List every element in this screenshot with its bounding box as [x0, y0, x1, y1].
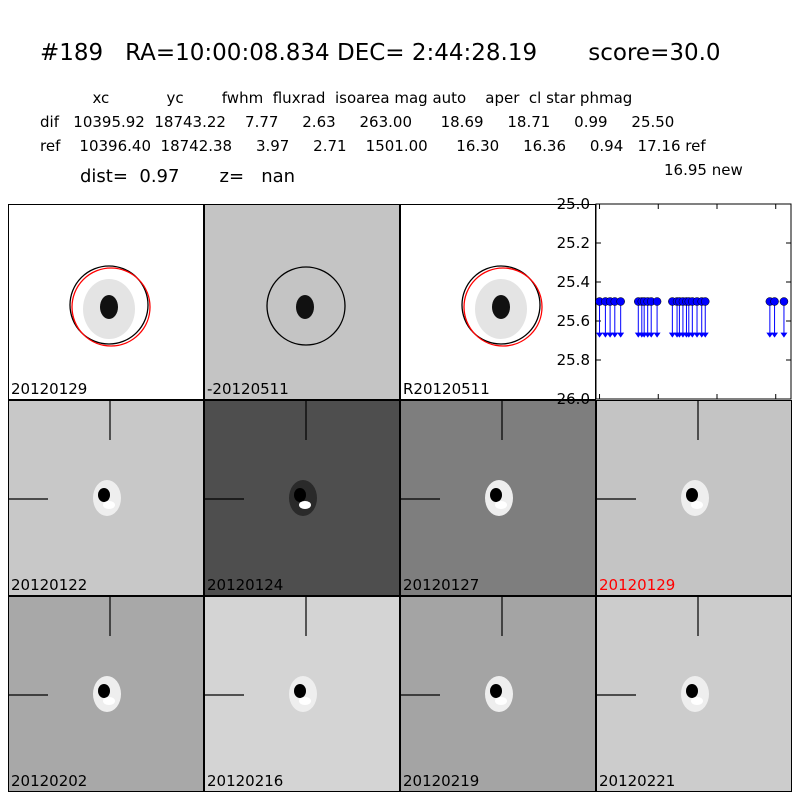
stamp-panel: 20120219: [400, 596, 596, 792]
upper-limit-arrow: [780, 332, 788, 338]
upper-limit-arrow: [611, 332, 619, 338]
stamp-panel: 20120129: [8, 204, 204, 400]
upper-limit-arrow: [766, 332, 774, 338]
upper-limit-arrow: [606, 332, 614, 338]
aperture-circle: [461, 265, 541, 345]
candidate-title: #189 RA=10:00:08.834 DEC= 2:44:28.19 sco…: [40, 40, 721, 66]
stamp-panel: 20120221: [596, 596, 792, 792]
data-point: [779, 297, 789, 306]
source-residual: [103, 697, 115, 705]
y-tick-label: 25.2: [557, 234, 590, 252]
upper-limit-arrow: [653, 332, 661, 338]
aperture-circle: [69, 265, 149, 345]
stamp-date-label: 20120202: [11, 772, 88, 790]
x-tick-label: 50: [649, 403, 668, 406]
light-curve-chart: 25.0 25.2 25.4 25.6 25.8 26.0 0 50 100 150: [557, 196, 792, 406]
stamp-date-label: -20120511: [207, 380, 289, 398]
dif-row: dif 10395.92 18743.22 7.77 2.63 263.00 1…: [40, 113, 675, 131]
source-core: [686, 488, 698, 502]
ref-aperture-circle: [71, 267, 151, 347]
stamp-date-label: 20120219: [403, 772, 480, 790]
upper-limit-arrow: [601, 332, 609, 338]
data-point: [770, 297, 779, 306]
source-residual: [299, 697, 311, 705]
source-core: [296, 295, 314, 319]
stamp-date-label: R20120511: [403, 380, 490, 398]
source-core: [294, 488, 306, 502]
y-tick-label: 26.0: [557, 390, 590, 406]
source-core: [100, 295, 118, 319]
y-tick-label: 25.6: [557, 312, 590, 330]
upper-limit-arrow: [701, 332, 709, 338]
x-tick-label: 0: [595, 403, 605, 406]
y-tick-label: 25.8: [557, 351, 590, 369]
data-point: [616, 297, 625, 306]
source-residual: [495, 501, 507, 509]
data-point: [652, 297, 662, 306]
y-tick-label: 25.4: [557, 273, 590, 291]
upper-limit-arrow: [693, 332, 701, 338]
y-tick-label: 25.0: [557, 196, 590, 213]
source-residual: [495, 697, 507, 705]
data-point: [700, 297, 710, 306]
stamp-panel: 20120122: [8, 400, 204, 596]
source-residual: [103, 501, 115, 509]
stamp-date-label: 20120127: [403, 576, 480, 594]
ref-aperture-circle: [463, 267, 543, 347]
ref-row: ref 10396.40 18742.38 3.97 2.71 1501.00 …: [40, 137, 706, 155]
stamp-panel: 20120124: [204, 400, 400, 596]
source-core: [294, 684, 306, 698]
source-core: [98, 488, 110, 502]
column-headers: xc yc fwhm fluxrad isoarea mag auto aper…: [40, 89, 633, 107]
x-tick-label: 150: [761, 403, 790, 406]
stamp-panel: 20120202: [8, 596, 204, 792]
source-residual: [299, 501, 311, 509]
stamp-panel: 20120127: [400, 400, 596, 596]
upper-limit-arrow: [688, 332, 696, 338]
stamp-date-label: 20120122: [11, 576, 88, 594]
source-residual: [691, 501, 703, 509]
upper-limit-arrow: [647, 332, 655, 338]
aperture-circle: [266, 266, 346, 346]
dist-row: dist= 0.97 z= nan: [80, 166, 296, 187]
x-tick-label: 100: [703, 403, 732, 406]
stamp-panel: 20120216: [204, 596, 400, 792]
upper-limit-arrow: [596, 332, 604, 338]
new-mag-row: 16.95 new: [664, 161, 743, 179]
stamp-date-label: 20120221: [599, 772, 676, 790]
stamp-panel: -20120511: [204, 204, 400, 400]
upper-limit-arrow: [668, 332, 676, 338]
upper-limit-arrow: [771, 332, 779, 338]
upper-limit-arrow: [617, 332, 625, 338]
source-core: [490, 684, 502, 698]
source-core: [98, 684, 110, 698]
stamp-date-label: 20120216: [207, 772, 284, 790]
source-core: [686, 684, 698, 698]
source-residual: [691, 697, 703, 705]
source-core: [492, 295, 510, 319]
stamp-date-label: 20120124: [207, 576, 284, 594]
stamp-date-label: 20120129: [11, 380, 88, 398]
source-core: [490, 488, 502, 502]
stamp-panel: 20120129: [596, 400, 792, 596]
stamp-date-label: 20120129: [599, 576, 676, 594]
